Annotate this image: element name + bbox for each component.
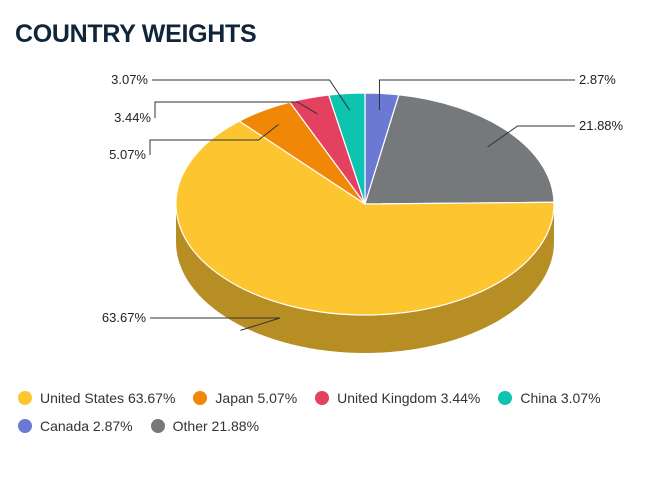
leader-line-japan — [149, 124, 279, 155]
slice-china[interactable] — [327, 92, 366, 205]
legend-item-china[interactable]: China 3.07% — [498, 390, 601, 406]
legend-swatch — [18, 391, 32, 405]
legend-label: United Kingdom 3.44% — [337, 390, 481, 406]
legend-swatch — [498, 391, 513, 405]
data-label-united-states: 63.67% — [102, 310, 147, 325]
legend-label: China 3.07% — [520, 390, 601, 406]
pie-chart: 2.87% 21.88% 63.67% 5.07% 3.44% 3.07% — [102, 72, 624, 353]
legend-label: Other 21.88% — [172, 418, 260, 434]
legend-label: Japan 5.07% — [215, 390, 298, 406]
legend-swatch — [193, 391, 208, 405]
legend-item-united-states[interactable]: United States 63.67% — [18, 390, 175, 406]
chart-title: COUNTRY WEIGHTS — [15, 20, 257, 48]
legend-label: Canada 2.87% — [40, 418, 133, 434]
legend-swatch — [18, 419, 32, 433]
legend-row: Canada 2.87% Other 21.88% — [18, 418, 658, 434]
data-label-other: 21.88% — [579, 118, 624, 133]
legend-item-united-kingdom[interactable]: United Kingdom 3.44% — [315, 390, 480, 406]
legend-item-other[interactable]: Other 21.88% — [150, 418, 260, 434]
leader-line-united-kingdom — [154, 101, 318, 118]
legend-item-japan[interactable]: Japan 5.07% — [193, 390, 297, 406]
legend-label: United States 63.67% — [40, 390, 176, 406]
legend-swatch — [315, 391, 330, 405]
legend-swatch — [150, 419, 165, 433]
leader-line-canada — [378, 79, 575, 111]
data-label-united-kingdom: 3.44% — [114, 110, 151, 125]
slice-side-united-states — [176, 204, 554, 353]
data-label-canada: 2.87% — [579, 72, 616, 87]
data-label-japan: 5.07% — [109, 147, 146, 162]
slice-united-states[interactable] — [175, 120, 555, 316]
slice-other[interactable] — [364, 94, 555, 205]
leader-line-united-states — [150, 317, 281, 331]
legend: United States 63.67% Japan 5.07% United Ki… — [18, 390, 658, 446]
leader-line-other — [487, 125, 575, 148]
leader-line-china — [152, 79, 350, 111]
legend-row: United States 63.67% Japan 5.07% United Ki… — [18, 390, 658, 406]
legend-item-canada[interactable]: Canada 2.87% — [18, 418, 133, 434]
data-label-china: 3.07% — [111, 72, 148, 87]
